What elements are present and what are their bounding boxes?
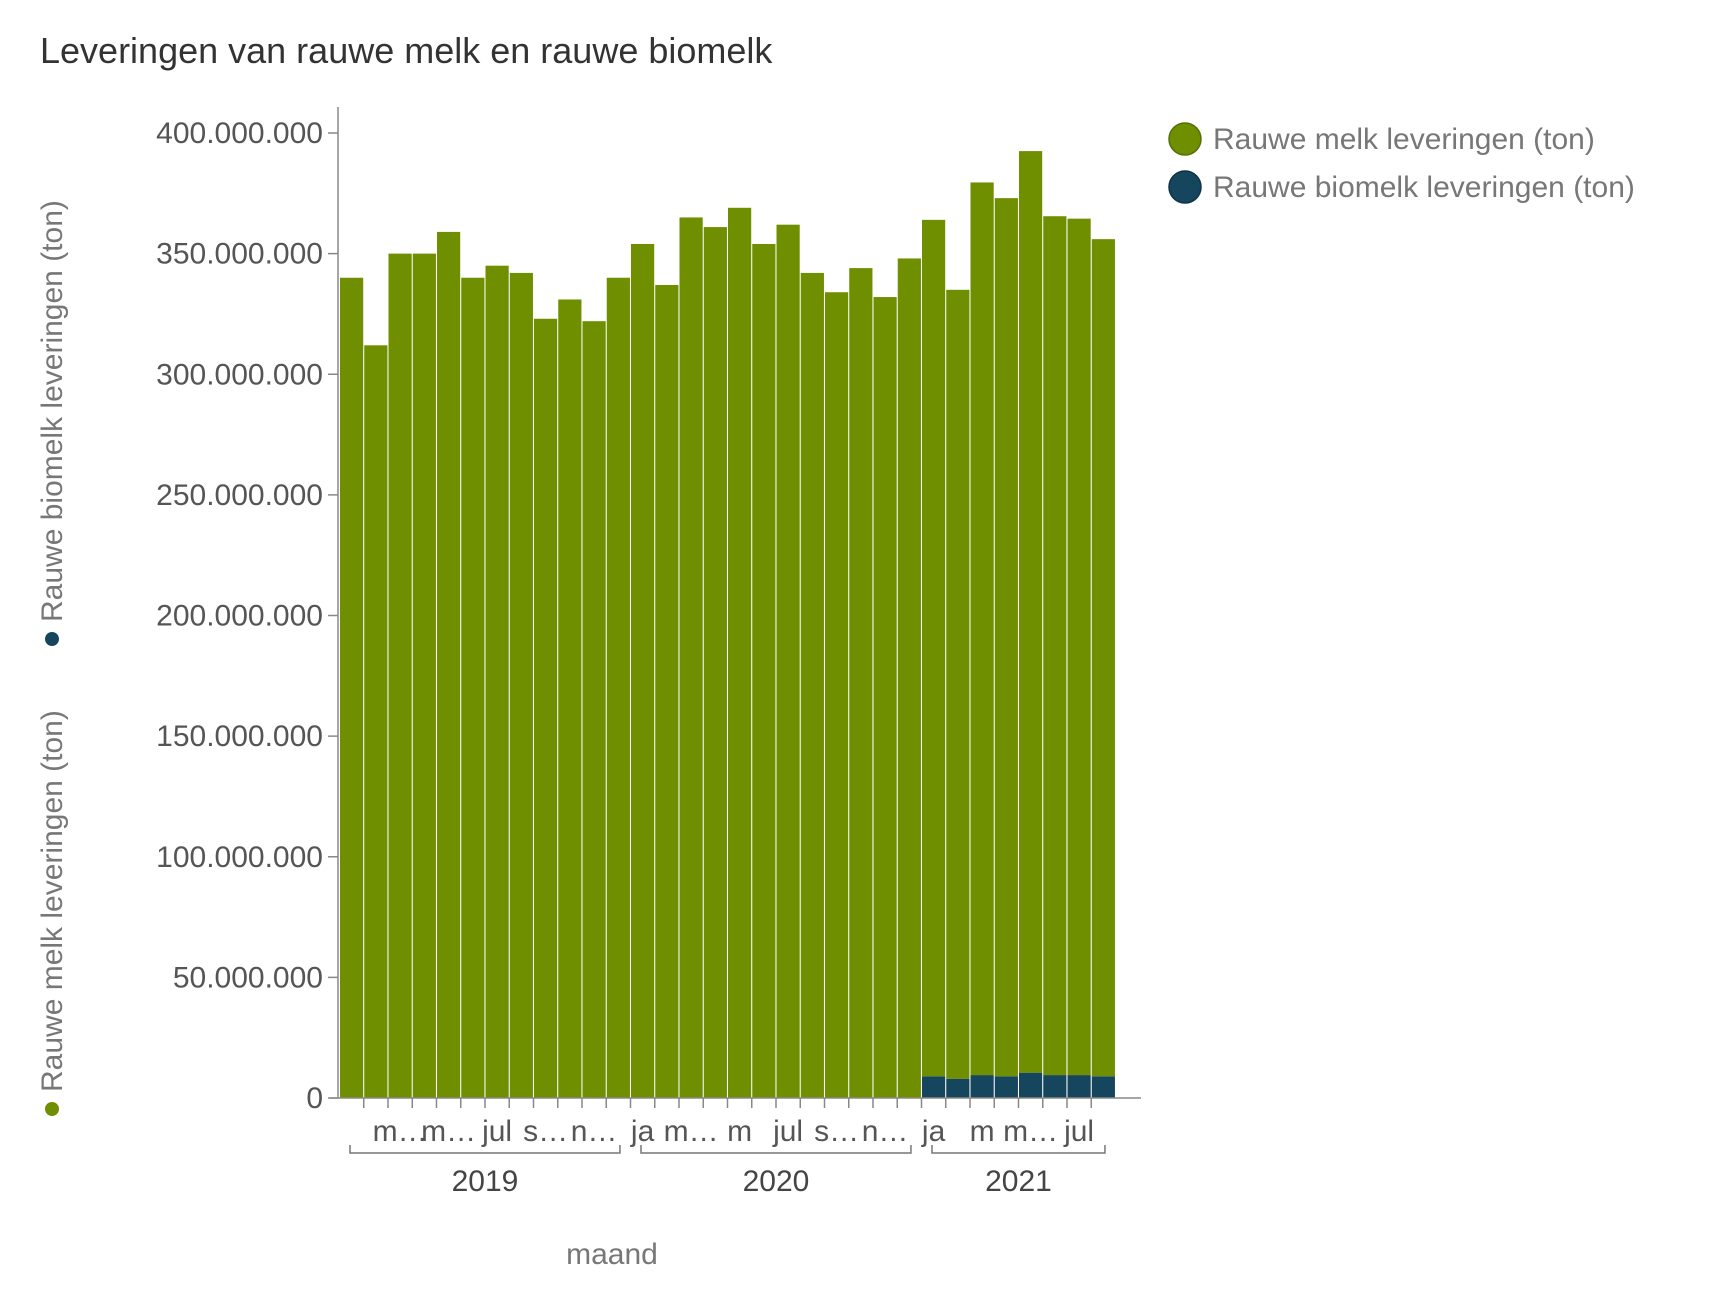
bar-biomelk <box>1067 1075 1091 1098</box>
x-month-label: jul <box>481 1115 512 1148</box>
bar-rauwe-melk <box>461 277 485 1098</box>
bar-rauwe-melk <box>1043 216 1067 1076</box>
x-month-label: m <box>727 1115 752 1148</box>
bar-rauwe-melk <box>970 182 994 1076</box>
y-tick-label: 0 <box>306 1082 323 1115</box>
x-axis-title: maand <box>566 1238 658 1271</box>
x-month-label: m… <box>373 1115 428 1148</box>
x-month-label: s… <box>814 1115 859 1148</box>
y-tick-label: 250.000.000 <box>156 479 323 512</box>
bar-rauwe-melk <box>340 277 364 1098</box>
y-tick-label: 200.000.000 <box>156 600 323 633</box>
bar-rauwe-melk <box>631 243 655 1099</box>
bar-biomelk <box>970 1075 994 1098</box>
x-year-label: 2021 <box>985 1165 1052 1198</box>
bar-rauwe-melk <box>800 272 824 1098</box>
bar-rauwe-melk <box>534 318 558 1098</box>
y-axis-title-biomelk: Rauwe biomelk leveringen (ton) <box>36 200 69 646</box>
bar-biomelk <box>946 1078 970 1098</box>
bar-rauwe-melk <box>922 219 946 1077</box>
bar-biomelk <box>1091 1076 1115 1098</box>
x-month-label: ja <box>630 1115 655 1148</box>
y-axis-title-text: Rauwe melk leveringen (ton) <box>36 710 69 1092</box>
y-tick-label: 400.000.000 <box>156 117 323 150</box>
x-month-label: m <box>970 1115 995 1148</box>
bar-rauwe-melk <box>1067 218 1091 1076</box>
bar-rauwe-melk <box>388 253 412 1098</box>
x-month-label: m… <box>664 1115 719 1148</box>
bar-rauwe-melk <box>897 258 921 1098</box>
y-tick-label: 300.000.000 <box>156 358 323 391</box>
legend-marker <box>1168 122 1202 156</box>
bar-rauwe-melk <box>849 268 873 1099</box>
bar-biomelk <box>1043 1075 1067 1098</box>
y-title-marker-rauwe-melk <box>45 1102 59 1116</box>
bar-rauwe-melk <box>1019 151 1043 1073</box>
bar-rauwe-melk <box>776 224 800 1099</box>
bar-rauwe-melk <box>364 345 388 1098</box>
y-axis: 0 50.000.000 100.000.000 150.000.000 200.000… <box>156 107 339 1115</box>
bar-rauwe-melk <box>679 217 703 1098</box>
x-month-label: s… <box>523 1115 568 1148</box>
year-bracket <box>640 1145 912 1154</box>
bar-rauwe-melk <box>1091 239 1115 1077</box>
y-tick-label: 350.000.000 <box>156 238 323 271</box>
y-tick-label: 50.000.000 <box>173 961 323 994</box>
legend-item[interactable]: Rauwe biomelk leveringen (ton) <box>1168 170 1635 204</box>
axis-titles: maand Rauwe melk leveringen (ton) Rauwe bi… <box>36 200 658 1271</box>
y-tick-label: 100.000.000 <box>156 841 323 874</box>
bar-rauwe-melk <box>703 227 727 1098</box>
bar-rauwe-melk <box>728 207 752 1099</box>
bar-rauwe-melk <box>558 299 582 1098</box>
x-year-label: 2020 <box>743 1165 810 1198</box>
bar-rauwe-melk <box>825 292 849 1099</box>
x-month-label: n… <box>862 1115 909 1148</box>
y-title-marker-biomelk <box>45 632 59 646</box>
x-month-label: m… <box>421 1115 476 1148</box>
chart-title: Leveringen van rauwe melk en rauwe biome… <box>40 30 773 71</box>
bar-rauwe-melk <box>582 321 606 1098</box>
legend-marker <box>1168 170 1202 204</box>
x-month-label: m… <box>1003 1115 1058 1148</box>
bar-rauwe-melk <box>655 284 679 1098</box>
x-month-label: n… <box>571 1115 618 1148</box>
bars-group <box>340 151 1115 1099</box>
y-axis-title-text: Rauwe biomelk leveringen (ton) <box>36 200 69 622</box>
bar-rauwe-melk <box>412 253 436 1098</box>
bar-rauwe-melk <box>606 277 630 1098</box>
x-month-label: jul <box>1063 1115 1094 1148</box>
legend-item[interactable]: Rauwe melk leveringen (ton) <box>1168 122 1595 156</box>
x-month-label: jul <box>772 1115 803 1148</box>
y-axis-title-rauwe-melk: Rauwe melk leveringen (ton) <box>36 710 69 1116</box>
bar-rauwe-melk <box>437 231 461 1099</box>
x-year-label: 2019 <box>452 1165 519 1198</box>
legend-label: Rauwe biomelk leveringen (ton) <box>1213 171 1635 204</box>
y-tick-label: 150.000.000 <box>156 720 323 753</box>
legend[interactable]: Rauwe melk leveringen (ton) Rauwe biomelk… <box>1168 122 1635 204</box>
legend-label: Rauwe melk leveringen (ton) <box>1213 123 1595 156</box>
bar-biomelk <box>1019 1072 1043 1098</box>
year-bracket <box>349 1145 621 1154</box>
bar-rauwe-melk <box>994 198 1018 1077</box>
bar-rauwe-melk <box>509 272 533 1098</box>
x-month-label: ja <box>921 1115 946 1148</box>
bar-rauwe-melk <box>946 289 970 1079</box>
bar-rauwe-melk <box>752 243 776 1099</box>
bar-rauwe-melk <box>873 297 897 1098</box>
year-bracket <box>931 1145 1106 1154</box>
bar-biomelk <box>994 1076 1018 1098</box>
bar-biomelk <box>922 1076 946 1098</box>
bar-rauwe-melk <box>485 265 509 1098</box>
